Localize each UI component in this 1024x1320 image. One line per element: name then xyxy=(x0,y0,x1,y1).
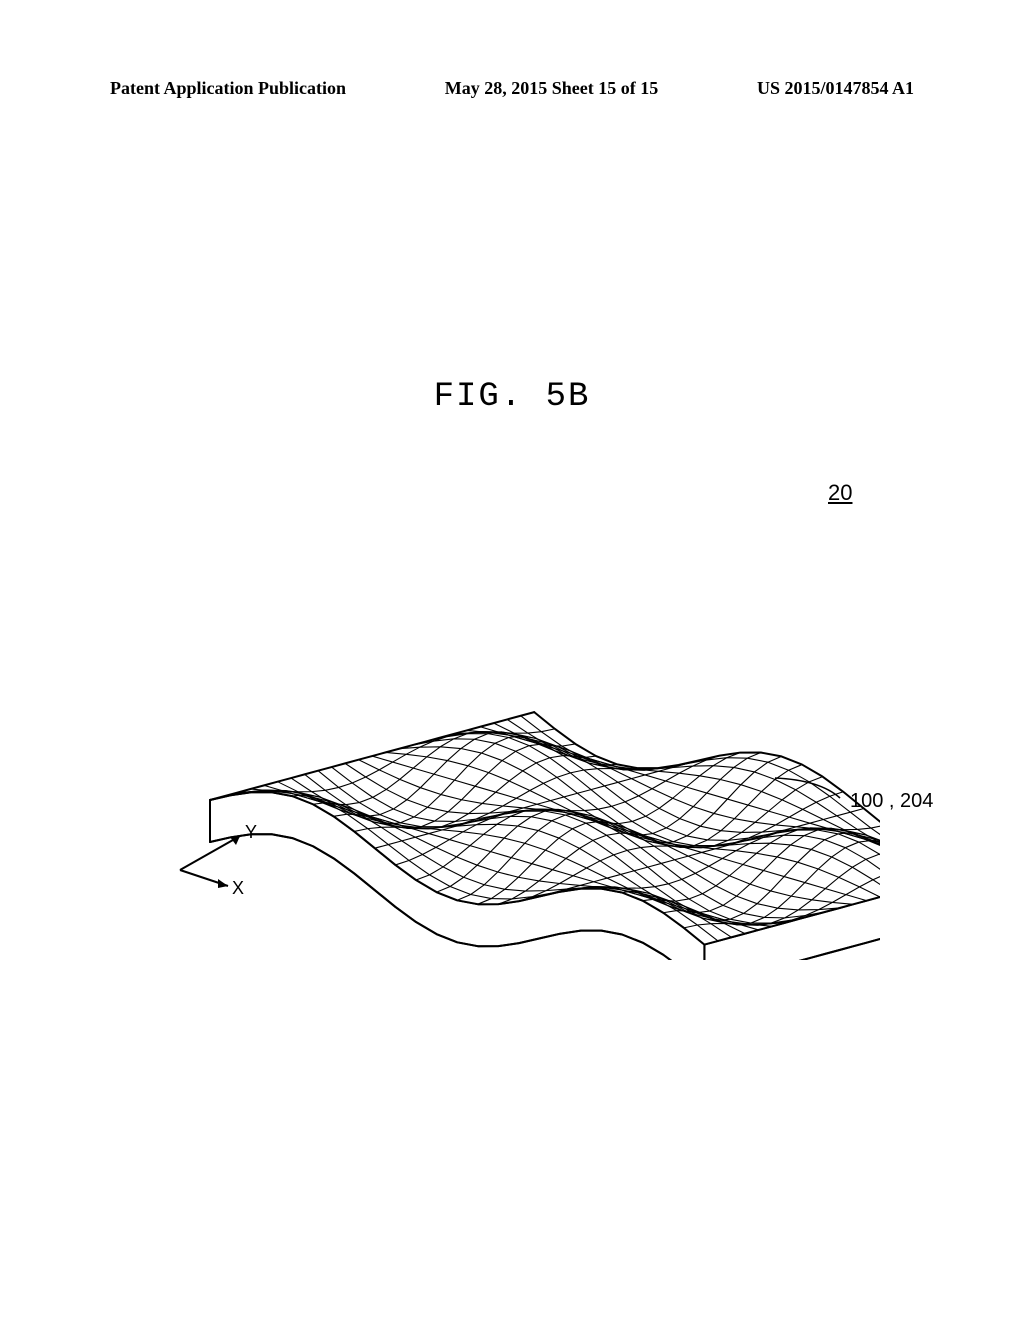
header-date-sheet: May 28, 2015 Sheet 15 of 15 xyxy=(445,78,658,99)
reference-numeral-100-204: 100 , 204 xyxy=(850,790,933,813)
axis-x-label: X xyxy=(232,878,244,899)
axis-y-label: Y xyxy=(245,822,257,843)
axis-arrows-svg xyxy=(150,820,290,920)
header-publication: Patent Application Publication xyxy=(110,78,346,99)
axis-indicator: Y X xyxy=(150,820,290,920)
header-pub-number: US 2015/0147854 A1 xyxy=(757,78,914,99)
figure-title: FIG. 5B xyxy=(0,378,1024,416)
page-header: Patent Application Publication May 28, 2… xyxy=(0,78,1024,99)
